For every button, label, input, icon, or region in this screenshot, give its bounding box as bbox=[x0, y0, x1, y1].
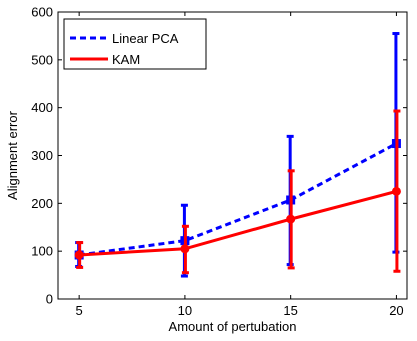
y-tick-label: 0 bbox=[46, 292, 53, 307]
legend-label: KAM bbox=[112, 52, 140, 67]
series-line bbox=[79, 189, 397, 257]
x-tick-label: 20 bbox=[389, 303, 403, 318]
x-tick-label: 5 bbox=[76, 303, 83, 318]
data-point bbox=[286, 214, 296, 224]
legend-entries: Linear PCA KAM bbox=[70, 31, 179, 67]
y-tick-label: 600 bbox=[31, 5, 53, 20]
legend-box bbox=[63, 18, 207, 70]
series-line bbox=[78, 142, 398, 257]
y-axis-label: Alignment error bbox=[5, 110, 20, 200]
data-point bbox=[180, 244, 190, 254]
legend-label: Linear PCA bbox=[112, 31, 179, 46]
y-tick-label: 300 bbox=[31, 148, 53, 163]
series-kam bbox=[74, 109, 401, 275]
legend: Linear PCA KAM bbox=[63, 18, 207, 70]
x-tick-label: 10 bbox=[178, 303, 192, 318]
y-tick-label: 100 bbox=[31, 244, 53, 259]
y-tick-label: 400 bbox=[31, 100, 53, 115]
x-tick-label: 15 bbox=[283, 303, 297, 318]
y-tick-label: 200 bbox=[31, 196, 53, 211]
x-axis-label: Amount of pertubation bbox=[169, 319, 297, 334]
data-point bbox=[391, 186, 401, 196]
data-point bbox=[74, 250, 84, 260]
y-tick-label: 500 bbox=[31, 52, 53, 67]
series-layer bbox=[74, 32, 401, 278]
